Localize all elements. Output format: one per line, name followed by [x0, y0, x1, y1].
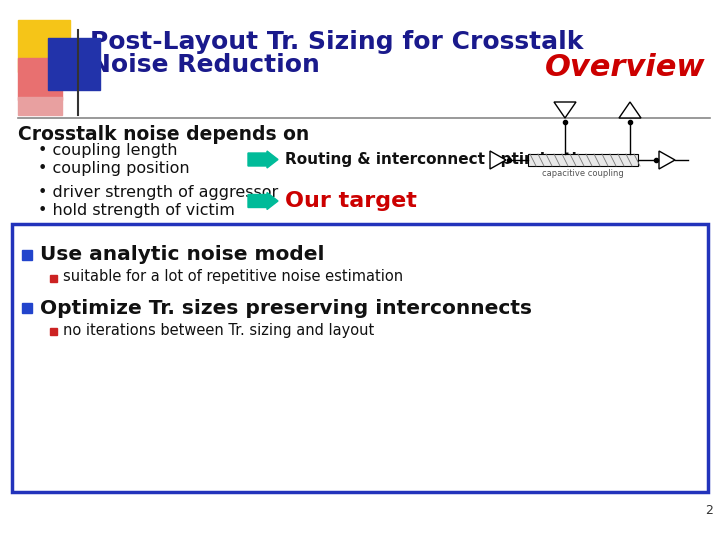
Text: Crosstalk noise depends on: Crosstalk noise depends on: [18, 125, 310, 144]
FancyArrow shape: [248, 192, 278, 210]
FancyBboxPatch shape: [12, 224, 708, 492]
Text: suitable for a lot of repetitive noise estimation: suitable for a lot of repetitive noise e…: [63, 269, 403, 285]
Bar: [22, 303, 32, 313]
Text: no iterations between Tr. sizing and layout: no iterations between Tr. sizing and lay…: [63, 322, 374, 338]
Text: Use analytic noise model: Use analytic noise model: [40, 246, 325, 265]
Text: 2: 2: [705, 503, 713, 516]
Text: Noise Reduction: Noise Reduction: [90, 53, 320, 77]
Text: Post-Layout Tr. Sizing for Crosstalk: Post-Layout Tr. Sizing for Crosstalk: [90, 30, 583, 54]
Polygon shape: [554, 102, 576, 118]
Bar: [48, 38, 100, 90]
Text: Our target: Our target: [285, 191, 417, 211]
Polygon shape: [619, 102, 641, 118]
Polygon shape: [490, 151, 506, 169]
FancyArrow shape: [248, 151, 278, 168]
Text: Overview: Overview: [544, 53, 705, 82]
Text: Routing & interconnect optimization: Routing & interconnect optimization: [285, 152, 598, 167]
Text: Optimize Tr. sizes preserving interconnects: Optimize Tr. sizes preserving interconne…: [40, 299, 532, 318]
Bar: [50, 328, 57, 335]
Bar: [22, 250, 32, 260]
Bar: [18, 97, 62, 115]
Text: • hold strength of victim: • hold strength of victim: [38, 202, 235, 218]
Text: • coupling length: • coupling length: [38, 143, 178, 158]
Polygon shape: [659, 151, 675, 169]
Text: capacitive coupling: capacitive coupling: [542, 169, 624, 178]
Bar: [50, 275, 57, 282]
Text: • driver strength of aggressor: • driver strength of aggressor: [38, 185, 278, 199]
Bar: [18, 20, 70, 72]
Text: • coupling position: • coupling position: [38, 161, 189, 177]
Bar: [18, 58, 62, 100]
Bar: [528, 154, 638, 166]
